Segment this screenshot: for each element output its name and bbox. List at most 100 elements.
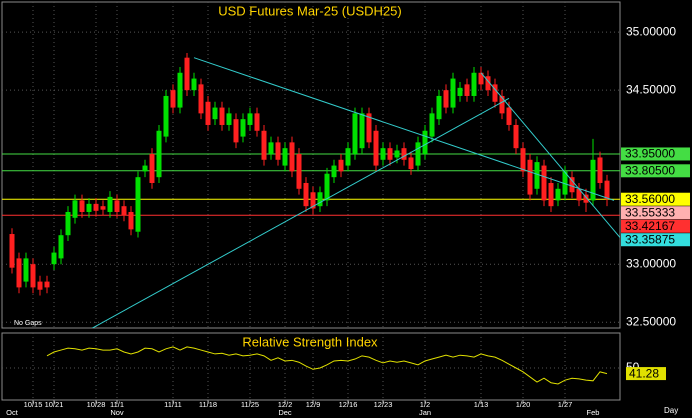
candle-body xyxy=(107,196,113,212)
candle-body xyxy=(506,107,512,125)
candle-body xyxy=(387,148,393,160)
candle-body xyxy=(583,194,589,203)
candle-body xyxy=(548,182,554,207)
month-label: Oct xyxy=(6,408,19,417)
candle-body xyxy=(226,113,232,125)
candle-body xyxy=(247,113,253,125)
candle-body xyxy=(513,124,519,149)
level-tag-bg xyxy=(621,233,690,247)
level-tag: 33.35875 xyxy=(621,232,690,246)
level-tag: 33.42167 xyxy=(621,219,690,233)
candle-body xyxy=(534,162,540,189)
candle-body xyxy=(436,95,442,120)
candle-body xyxy=(219,107,225,125)
candle-body xyxy=(149,153,155,183)
level-tag-bg xyxy=(621,219,690,233)
candle-body xyxy=(142,165,148,172)
level-tag-label: 33.55333 xyxy=(625,205,675,219)
candle-body xyxy=(401,148,407,160)
candle-body xyxy=(261,130,267,160)
trendline xyxy=(91,97,510,328)
candle-body xyxy=(156,130,162,178)
candle-body xyxy=(135,177,141,232)
candle-body xyxy=(443,90,449,108)
trendline xyxy=(480,72,620,239)
candle-body xyxy=(44,281,50,288)
x-tick-label: 12/23 xyxy=(374,400,393,409)
candle-body xyxy=(37,281,43,290)
candle-body xyxy=(191,78,197,91)
level-tag-label: 33.80500 xyxy=(625,163,675,177)
candle-body xyxy=(58,235,64,259)
candle-body xyxy=(457,87,463,96)
candle-body xyxy=(464,84,470,96)
candle-body xyxy=(79,200,85,212)
candle-body xyxy=(520,148,526,172)
candle-body xyxy=(163,95,169,137)
candle-body xyxy=(408,157,414,170)
candle-body xyxy=(289,142,295,172)
x-tick-label: 11/25 xyxy=(241,400,259,409)
candle-body xyxy=(240,119,246,137)
candle-body xyxy=(338,159,344,172)
candle-body xyxy=(30,264,36,288)
candle-body xyxy=(212,107,218,120)
level-tag: 33.95000 xyxy=(621,147,690,161)
y-tick-label: 32.50000 xyxy=(626,314,676,328)
candle-body xyxy=(16,258,22,288)
candle-body xyxy=(492,84,498,102)
candle-body xyxy=(345,148,351,166)
x-tick-label: 10/21 xyxy=(45,400,64,409)
chart-title: USD Futures Mar-25 (USDH25) xyxy=(218,3,402,18)
candle-body xyxy=(65,211,71,236)
candle-body xyxy=(541,165,547,201)
candle-body xyxy=(177,72,183,108)
level-tag: 33.80500 xyxy=(621,163,690,177)
candle-body xyxy=(527,159,533,195)
rsi-value-label: 41.28 xyxy=(629,366,659,380)
level-tag: 33.55333 xyxy=(621,205,690,219)
candle-body xyxy=(324,173,330,201)
x-tick-label: 1/13 xyxy=(474,400,489,409)
candle-body xyxy=(275,142,281,160)
level-tag-label: 33.35875 xyxy=(625,232,675,246)
candle-body xyxy=(359,113,365,149)
level-tag-label: 33.95000 xyxy=(625,147,675,161)
candle-body xyxy=(310,192,316,209)
plot xyxy=(2,53,620,385)
candle-body xyxy=(471,72,477,96)
y-tick-label: 33.00000 xyxy=(626,256,676,270)
price-panel xyxy=(1,1,621,329)
x-tick-label: 11/1 xyxy=(110,400,124,409)
candle-body xyxy=(282,148,288,166)
x-tick-label: 12/16 xyxy=(339,400,358,409)
candle-body xyxy=(597,157,603,183)
x-tick-label: 1/27 xyxy=(558,400,573,409)
candle-body xyxy=(23,258,29,282)
candle-body xyxy=(569,177,575,193)
candle-body xyxy=(422,130,428,154)
candle-body xyxy=(184,57,190,91)
level-tag-label: 33.56000 xyxy=(625,192,675,206)
candle-body xyxy=(373,130,379,166)
period-label: Day xyxy=(664,406,678,415)
candle-body xyxy=(100,206,106,210)
candle-body xyxy=(317,192,323,207)
candle-body xyxy=(114,200,120,212)
candle-body xyxy=(331,165,337,178)
x-tick-label: 11/11 xyxy=(164,400,182,409)
rsi-title: Relative Strength Index xyxy=(242,334,378,349)
level-tag-bg xyxy=(621,192,690,206)
x-tick-label: 12/2 xyxy=(278,400,293,409)
candle-body xyxy=(562,171,568,195)
candle-body xyxy=(429,113,435,137)
level-tag: 33.56000 xyxy=(621,192,690,206)
x-tick-label: 1/20 xyxy=(516,400,531,409)
candle-body xyxy=(170,90,176,108)
month-label: Feb xyxy=(587,408,600,417)
candle-body xyxy=(415,142,421,166)
candle-body xyxy=(86,203,92,212)
candle-body xyxy=(72,200,78,218)
x-tick-label: 1/2 xyxy=(420,400,430,409)
